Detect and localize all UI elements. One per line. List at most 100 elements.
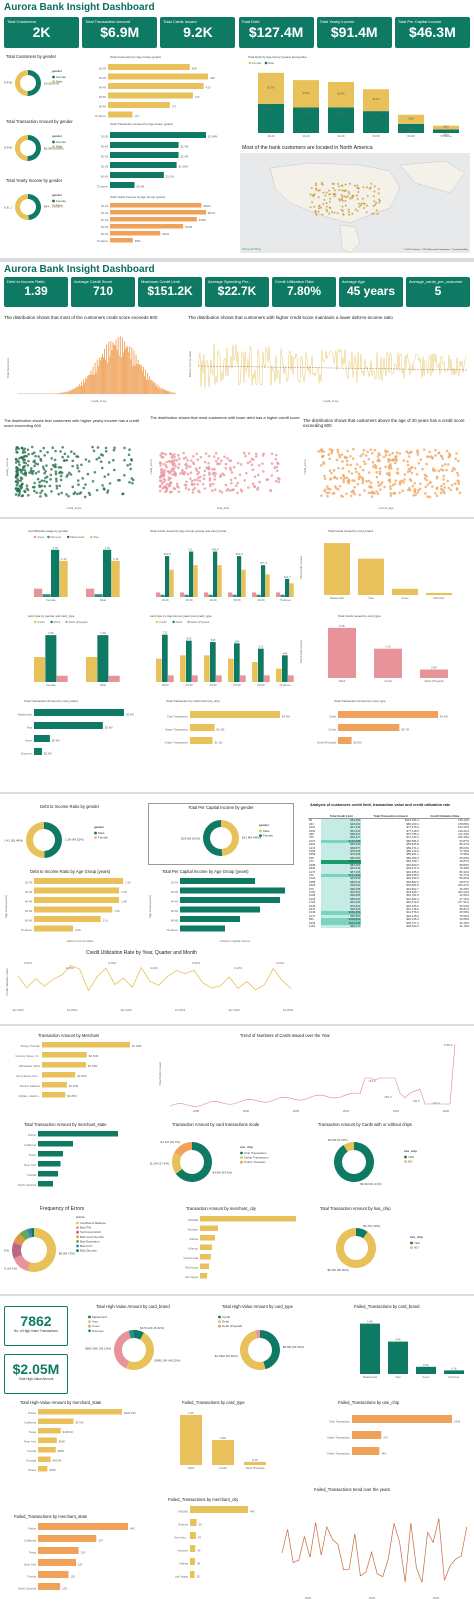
scatter-point	[322, 454, 325, 458]
tick-label: Credit	[384, 679, 392, 683]
table-row[interactable]: 1862 $51,613 $77,118.5 149.41%	[308, 829, 470, 834]
table-row[interactable]: 1443 $162,450 $41,576.0 25.59%	[308, 910, 470, 915]
credit-table[interactable]: Total Credit Limit Total Transaction Amou…	[308, 815, 470, 1015]
hist-bar	[141, 371, 143, 394]
scatter-point	[17, 461, 21, 464]
data-label: 512	[259, 645, 264, 649]
bar	[200, 1263, 209, 1269]
data-label: $0.54M	[89, 1054, 99, 1058]
bar	[108, 102, 170, 108]
map-point	[373, 200, 376, 203]
scatter-point	[168, 482, 171, 486]
legend-swatch	[218, 1324, 221, 1328]
hist-bar	[25, 393, 27, 394]
tick-label: 70 above	[279, 683, 291, 687]
table-row[interactable]: 1058 $66,913 $45,882.6 68.57%	[308, 880, 470, 885]
scatter-point	[265, 478, 269, 481]
data-label: 608	[211, 638, 216, 642]
slice-label: 1.41 (50.48%)	[4, 838, 23, 842]
table-row[interactable]: 1135 $16,500 $43,466.7 263.44%	[308, 890, 470, 895]
table-row[interactable]: 464 $18,000 $86,200.4 478.89%	[308, 822, 470, 827]
table-row[interactable]: 1374 $66,877 $59,271.2 88.63%	[308, 846, 470, 851]
chart-title: Failed_Transactions trend over the years	[314, 1487, 390, 1492]
legend-swatch	[90, 535, 93, 539]
table-row[interactable]: 198 $84,000 $55,269.3 65.80%	[308, 856, 470, 861]
tick-label: California	[24, 1420, 36, 1424]
data-label: 0.25%	[108, 961, 116, 965]
table-row[interactable]: 499 $68,307 $76,795.2 112.43%	[308, 832, 470, 837]
scatter-point	[19, 479, 23, 482]
table-header[interactable]: Credit Utilization Rate	[419, 815, 470, 820]
table-row[interactable]: 1720 $15,280 $42,372.8 277.31%	[308, 900, 470, 905]
scatter-point	[21, 451, 25, 454]
scatter-point	[414, 493, 417, 497]
table-row[interactable]: 1826 $18,000 $45,084.6 250.47%	[308, 883, 470, 888]
bar	[38, 1161, 61, 1167]
scatter-point	[162, 472, 166, 476]
map-point	[313, 205, 316, 208]
table-row[interactable]: 676 $96,205 $43,562.7 45.28%	[308, 887, 470, 891]
table-row[interactable]: 1104 $96,217 $39,602.2 41.16%	[308, 924, 470, 929]
scatter-point	[345, 459, 349, 463]
scatter-point	[347, 478, 351, 482]
hist-bar	[37, 393, 39, 394]
table-header[interactable]: Total Credit Limit	[321, 815, 362, 820]
table-row[interactable]: 1891 $69,000 $59,605.8 86.37%	[308, 842, 470, 847]
scatter-point	[38, 480, 41, 484]
kpi-card: Total Cards Issued 9.2K	[160, 17, 236, 48]
scatter-point	[15, 474, 18, 478]
table-header[interactable]: Total Transaction Amount	[361, 815, 420, 820]
table-row[interactable]: 1870 $48,620 $41,718.0 85.81%	[308, 907, 470, 912]
tick-label: Discover	[434, 596, 445, 600]
map-point	[375, 201, 378, 204]
scatter-point	[113, 446, 116, 450]
legend-label: Chip Transaction	[244, 1151, 267, 1155]
scatter-point	[449, 488, 453, 492]
hist-bar	[85, 377, 87, 394]
table-row[interactable]: 1946 $110,054 $39,727.2 36.10%	[308, 921, 470, 925]
scatter-point	[108, 482, 112, 485]
table-cell: $66,913	[321, 880, 362, 885]
scatter-point	[162, 480, 166, 484]
table-row[interactable]: 1646 $79,622 $42,155.6 52.94%	[308, 904, 470, 908]
table-header[interactable]	[308, 815, 322, 820]
table-row[interactable]: 1696 $78,525 $56,143.0 71.50%	[308, 849, 470, 854]
scatter-point	[274, 479, 278, 483]
table-row[interactable]: 273 $345,189 $54,789.7 15.87%	[308, 859, 470, 864]
table-row[interactable]: 1858 $75,648 $55,961.1 73.98%	[308, 853, 470, 857]
slice-label: $3.4M (49.3%)	[4, 146, 12, 150]
kpi-card: Average Age 45 years	[339, 277, 403, 307]
map-view[interactable]: Microsoft Bing © 2024 TomTom, © 2024 Mic…	[240, 153, 470, 254]
table-row[interactable]: 683 $108,862 $40,145.3 36.88%	[308, 917, 470, 922]
table-row[interactable]: 1601 $47,346 $77,376.6 163.43%	[308, 825, 470, 830]
table-row[interactable]: 1224 $53,503 $46,452.0 86.82%	[308, 876, 470, 881]
scatter-point	[376, 459, 379, 463]
slice-label: $1.06M (50.69%)	[215, 1354, 238, 1358]
table-row[interactable]: 279 $137,430 $48,328.6 35.17%	[308, 873, 470, 878]
table-row[interactable]: 1476 $57,155 $49,335.6 86.32%	[308, 870, 470, 874]
table-row[interactable]: 1618 $89,600 $42,484.4 47.42%	[308, 897, 470, 902]
table-cell: 1826	[309, 883, 316, 888]
scatter-point	[55, 479, 58, 483]
scatter-point	[317, 450, 320, 453]
tick-label: 18-29	[161, 683, 169, 687]
data-label: $15M	[303, 91, 311, 95]
table-row[interactable]: 1898 $84,364 $49,609.5 58.80%	[308, 863, 470, 868]
scatter-point	[28, 471, 31, 474]
tick-label: 30-39	[171, 890, 179, 894]
slice-label: 1.38 (49.52%)	[65, 838, 84, 842]
table-row[interactable]: 1037 $123,286 $66,596.0 53.87%	[308, 839, 470, 844]
table-row[interactable]: 1208 $99,605 $42,781.5 42.95%	[308, 893, 470, 898]
table-cell: 112.43%	[458, 832, 469, 837]
bar	[34, 735, 50, 742]
scatter-point	[51, 446, 54, 450]
table-row[interactable]: 765 $32,317 $72,762.4 225.15%	[308, 836, 470, 840]
table-row[interactable]: 1271 $52,850 $40,145.8 75.96%	[308, 914, 470, 919]
table-row[interactable]: 1840 $62,242 $49,472.3 79.48%	[308, 866, 470, 871]
scatter-point	[424, 485, 427, 489]
table-row[interactable]: 96 $81,459 $113,336.4 139.13%	[308, 819, 470, 823]
bar	[45, 635, 57, 682]
table-cell: 1840	[309, 866, 316, 871]
scatter-point	[370, 486, 373, 489]
scatter-point	[31, 485, 35, 489]
